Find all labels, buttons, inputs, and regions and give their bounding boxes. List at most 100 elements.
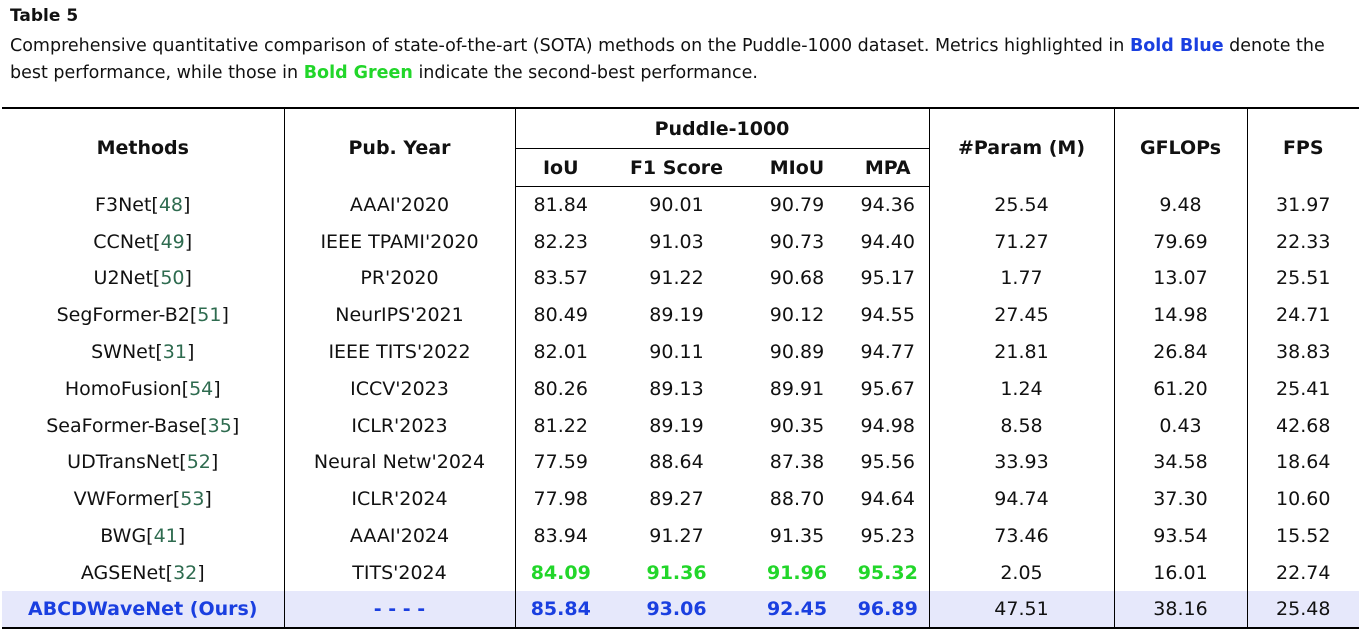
fps: 18.64 <box>1276 451 1331 474</box>
fps: 22.74 <box>1276 561 1331 584</box>
table-row-ours: ABCDWaveNet (Ours) - - - -85.84 93.06 92.45… <box>2 591 1359 630</box>
metric-iou: 82.01 <box>533 341 588 364</box>
citation-link[interactable]: 31 <box>162 341 187 364</box>
params-ours: 47.51 <box>929 591 1115 630</box>
metric-miou: 90.68 <box>769 267 825 290</box>
fps: 24.71 <box>1276 304 1331 327</box>
metric-f1: 91.36 <box>646 561 707 584</box>
comparison-table: Methods Pub. Year Puddle-1000 #Param (M)… <box>2 107 1359 630</box>
pub-year: AAAI'2020 <box>284 186 516 224</box>
params: 25.54 <box>929 186 1115 224</box>
metric-f1: 90.11 <box>649 341 704 364</box>
fps: 31.97 <box>1276 193 1331 216</box>
fps: 38.83 <box>1276 341 1331 364</box>
citation-link[interactable]: 52 <box>186 451 211 474</box>
gflops: 37.30 <box>1114 480 1248 518</box>
params: 1.24 <box>929 370 1115 408</box>
metric-miou: 87.38 <box>769 451 825 474</box>
method-name: F3Net[48] <box>2 186 285 224</box>
fps: 25.51 <box>1276 267 1331 290</box>
gflops: 34.58 <box>1114 444 1248 481</box>
metric-iou: 83.94 <box>533 525 588 548</box>
metric-mpa: 95.67 <box>847 370 930 408</box>
method-name: U2Net[50] <box>2 260 285 297</box>
metric-miou: 91.96 <box>766 561 828 584</box>
citation-link[interactable]: 35 <box>207 414 232 437</box>
pub-year: TITS'2024 <box>284 554 516 592</box>
metric-mpa: 95.32 <box>847 554 930 592</box>
params: 21.81 <box>929 333 1115 371</box>
table-row: HomoFusion[54] ICCV'2023 80.26 89.13 89.91 95… <box>2 370 1359 408</box>
gflops: 9.48 <box>1114 186 1248 224</box>
pub-year: ICLR'2024 <box>284 480 516 518</box>
pub-year: ICLR'2023 <box>284 407 516 445</box>
fps: 42.68 <box>1276 414 1331 437</box>
metric-miou: 90.79 <box>769 194 825 217</box>
metric-mpa: 94.36 <box>847 186 930 224</box>
header-iou: IoU <box>515 148 606 187</box>
pub-year: PR'2020 <box>284 260 516 297</box>
method-label: AGSENet <box>80 561 166 584</box>
table-caption: Comprehensive quantitative comparison of… <box>10 33 1355 87</box>
citation-link[interactable]: 54 <box>189 377 214 400</box>
metric-iou: 80.49 <box>533 304 588 327</box>
method-name-ours: ABCDWaveNet (Ours) <box>2 591 285 630</box>
header-pub-year: Pub. Year <box>284 107 516 187</box>
table-row: SWNet[31] IEEE TITS'2022 82.01 90.11 90.89 94… <box>2 333 1359 371</box>
params: 1.77 <box>929 260 1115 297</box>
metric-mpa: 95.56 <box>847 444 930 481</box>
method-label: U2Net <box>93 267 153 290</box>
metric-iou: 81.22 <box>533 414 588 437</box>
table-body: F3Net[48] AAAI'2020 81.84 90.01 90.79 94.36 25… <box>2 186 1359 630</box>
fps: 15.52 <box>1276 525 1331 548</box>
pub-year: IEEE TPAMI'2020 <box>284 223 516 261</box>
metric-miou-ours: 92.45 <box>747 591 847 630</box>
metric-f1: 88.64 <box>649 451 704 474</box>
metric-iou: 82.23 <box>533 230 588 253</box>
header-f1: F1 Score <box>606 148 747 187</box>
metric-iou-ours: 85.84 <box>515 591 606 630</box>
method-name: AGSENet[32] <box>2 554 285 592</box>
table-row: UDTransNet[52] Neural Netw'2024 77.59 88.64… <box>2 444 1359 481</box>
method-label: HomoFusion <box>64 377 182 400</box>
metric-mpa: 94.64 <box>847 480 930 518</box>
header-gflops: GFLOPs <box>1114 107 1248 187</box>
metric-iou: 77.98 <box>533 488 588 511</box>
citation-link[interactable]: 49 <box>160 230 185 253</box>
method-name: HomoFusion[54] <box>2 370 285 408</box>
table-row: CCNet[49] IEEE TPAMI'2020 82.23 91.03 90.73 9… <box>2 223 1359 261</box>
metric-f1: 91.22 <box>649 267 704 290</box>
method-name: UDTransNet[52] <box>2 444 285 481</box>
pub-year: Neural Netw'2024 <box>284 444 516 481</box>
pub-year: IEEE TITS'2022 <box>284 333 516 371</box>
metric-mpa: 94.98 <box>847 407 930 445</box>
citation-link[interactable]: 50 <box>160 267 185 290</box>
citation-link[interactable]: 53 <box>180 488 205 511</box>
method-name: VWFormer[53] <box>2 480 285 518</box>
pub-year: NeurIPS'2021 <box>284 296 516 334</box>
method-label: SegFormer-B2 <box>56 304 190 327</box>
table-row: BWG[41] AAAI'2024 83.94 91.27 91.35 95.23 73.4… <box>2 517 1359 555</box>
table-row: U2Net[50] PR'2020 83.57 91.22 90.68 95.17 1.77… <box>2 260 1359 297</box>
caption-bold-blue: Bold Blue <box>1129 36 1224 56</box>
fps: 10.60 <box>1276 488 1331 511</box>
metric-iou: 81.84 <box>533 194 588 217</box>
header-params: #Param (M) <box>929 107 1115 187</box>
citation-link[interactable]: 41 <box>153 525 178 548</box>
metric-f1: 90.01 <box>649 194 704 217</box>
metric-miou: 90.73 <box>769 230 825 253</box>
metric-f1: 91.03 <box>649 230 704 253</box>
metric-miou: 89.91 <box>769 377 825 400</box>
caption-part-1: Comprehensive quantitative comparison of… <box>10 36 1130 56</box>
citation-link[interactable]: 32 <box>173 561 198 584</box>
method-label: BWG <box>100 525 147 548</box>
metric-iou: 83.57 <box>533 267 588 290</box>
citation-link[interactable]: 51 <box>197 304 222 327</box>
metric-iou: 77.59 <box>533 451 588 474</box>
citation-link[interactable]: 48 <box>158 193 184 216</box>
gflops: 61.20 <box>1114 370 1248 408</box>
params: 73.46 <box>929 517 1115 555</box>
table-row: AGSENet[32] TITS'2024 84.09 91.36 91.96 95.32… <box>2 554 1359 592</box>
method-label: F3Net <box>95 193 152 216</box>
metric-mpa: 94.40 <box>847 223 930 261</box>
